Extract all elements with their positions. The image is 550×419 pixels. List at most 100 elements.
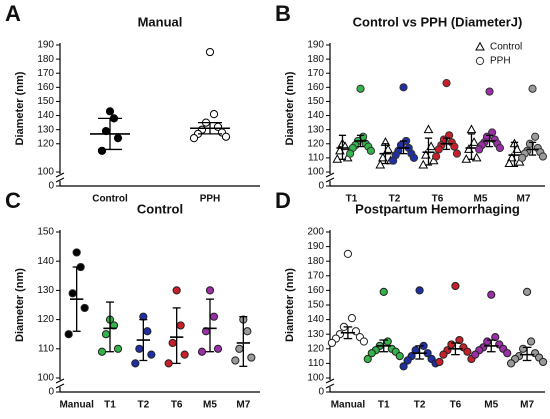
point bbox=[518, 344, 528, 353]
point bbox=[471, 350, 480, 359]
point bbox=[356, 84, 365, 93]
point bbox=[235, 344, 244, 353]
point bbox=[168, 338, 177, 348]
y-tick-label: 170 bbox=[37, 68, 54, 79]
point bbox=[504, 158, 515, 168]
point bbox=[105, 107, 115, 116]
y-tick-label: 0 bbox=[48, 387, 54, 398]
point bbox=[538, 152, 548, 161]
point bbox=[452, 149, 462, 158]
point bbox=[131, 359, 140, 368]
x-tick-label: M5 bbox=[474, 194, 488, 205]
y-tick-label: 190 bbox=[37, 40, 54, 51]
point bbox=[383, 337, 392, 346]
x-tick-label: Control bbox=[92, 194, 128, 205]
point bbox=[97, 347, 107, 356]
point bbox=[143, 327, 152, 336]
y-axis-label: Diameter (nm) bbox=[14, 71, 26, 145]
point bbox=[531, 132, 540, 141]
y-tick-label: 100 bbox=[307, 373, 324, 384]
y-tick-label: 0 bbox=[318, 387, 324, 398]
axis-break bbox=[325, 378, 335, 389]
point bbox=[189, 134, 199, 143]
y-tick-label: 110 bbox=[308, 358, 324, 369]
y-tick-label: 180 bbox=[307, 54, 324, 65]
point bbox=[221, 132, 231, 141]
x-tick-label: PPH bbox=[200, 194, 221, 205]
x-tick-label: T1 bbox=[104, 400, 116, 411]
y-tick-label: 100 bbox=[307, 167, 324, 178]
chart-title: Postpartum Hemorrhaging bbox=[355, 201, 520, 216]
point bbox=[113, 134, 123, 143]
y-tick-label: 160 bbox=[37, 82, 54, 93]
y-tick-label: 130 bbox=[37, 124, 54, 135]
x-tick-label: M7 bbox=[236, 400, 250, 411]
point bbox=[205, 286, 215, 295]
point bbox=[475, 145, 484, 154]
point bbox=[455, 335, 464, 345]
y-tick-label: 180 bbox=[37, 54, 54, 65]
y-tick-label: 110 bbox=[38, 343, 54, 354]
point bbox=[488, 128, 497, 137]
y-tick-label: 160 bbox=[307, 285, 324, 296]
legend-label: PPH bbox=[490, 56, 511, 67]
x-tick-label: M5 bbox=[203, 400, 217, 411]
point bbox=[403, 356, 412, 365]
axis-break bbox=[55, 378, 65, 389]
y-tick-label: 170 bbox=[307, 68, 324, 79]
x-tick-label: T2 bbox=[414, 400, 426, 411]
chart-title: Manual bbox=[138, 14, 183, 29]
y-tick-label: 150 bbox=[307, 96, 324, 107]
y-axis-label: Diameter (nm) bbox=[14, 268, 26, 342]
chart-title: Control vs PPH (DiameterJ) bbox=[353, 14, 523, 29]
point bbox=[487, 290, 496, 299]
point bbox=[205, 47, 215, 57]
point bbox=[231, 356, 240, 365]
point bbox=[101, 330, 111, 339]
x-tick-label: T6 bbox=[450, 400, 462, 411]
point bbox=[68, 289, 77, 298]
point bbox=[135, 344, 144, 353]
y-tick-label: 0 bbox=[48, 181, 54, 192]
point bbox=[172, 286, 181, 295]
y-axis-label: Diameter (nm) bbox=[284, 71, 296, 145]
point bbox=[180, 350, 189, 359]
x-tick-label: M7 bbox=[517, 194, 531, 205]
point bbox=[197, 347, 207, 356]
y-tick-label: 150 bbox=[37, 227, 54, 238]
point bbox=[147, 350, 156, 359]
point bbox=[209, 110, 219, 119]
point bbox=[366, 146, 376, 155]
y-tick-label: 110 bbox=[308, 153, 324, 164]
point bbox=[72, 248, 81, 257]
x-tick-label: M7 bbox=[520, 400, 534, 411]
y-tick-label: 130 bbox=[307, 329, 324, 340]
x-tick-label: M5 bbox=[484, 400, 498, 411]
y-tick-label: 140 bbox=[37, 110, 54, 121]
x-tick-label: Manual bbox=[331, 400, 366, 411]
point bbox=[363, 354, 372, 364]
y-tick-label: 140 bbox=[307, 314, 324, 325]
y-tick-label: 0 bbox=[318, 181, 324, 192]
legend-label: Control bbox=[490, 42, 522, 53]
point bbox=[434, 145, 443, 154]
y-tick-label: 120 bbox=[307, 343, 324, 354]
point bbox=[491, 333, 500, 342]
panel-letter: D bbox=[275, 188, 291, 213]
y-tick-label: 190 bbox=[307, 40, 324, 51]
point bbox=[451, 281, 460, 291]
point bbox=[526, 337, 536, 346]
point bbox=[97, 146, 107, 155]
point bbox=[347, 314, 357, 323]
x-tick-label: T6 bbox=[432, 194, 444, 205]
point bbox=[395, 352, 404, 361]
point bbox=[528, 84, 537, 93]
point bbox=[213, 344, 223, 353]
chart-title: Control bbox=[137, 201, 183, 216]
point bbox=[209, 312, 219, 321]
point bbox=[379, 287, 388, 296]
point bbox=[445, 131, 454, 140]
point bbox=[450, 142, 459, 151]
x-tick-label: T2 bbox=[389, 194, 401, 205]
point bbox=[538, 357, 548, 367]
